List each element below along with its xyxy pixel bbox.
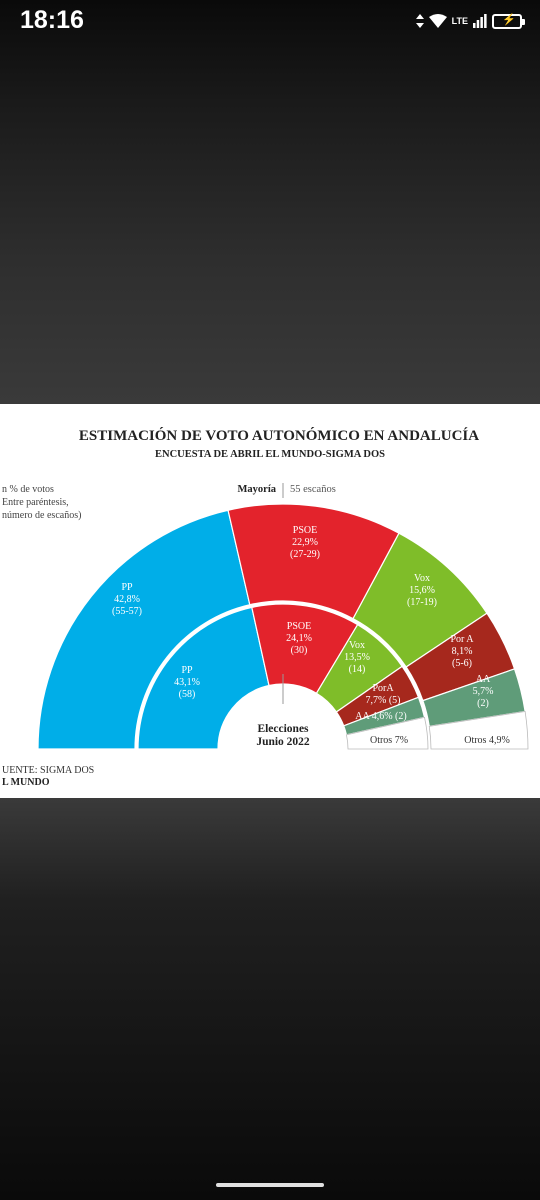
inner-vox-seats: (14) — [349, 664, 366, 675]
wifi-icon — [428, 14, 447, 28]
source-line: L MUNDO — [2, 777, 50, 788]
outer-vox-seats: (17-19) — [407, 597, 437, 608]
outer-psoe-name: PSOE — [293, 525, 317, 536]
units-note-line: Entre paréntesis, — [2, 497, 69, 508]
election-chart: ESTIMACIÓN DE VOTO AUTONÓMICO EN ANDALUC… — [2, 427, 529, 788]
inner-otros-label: Otros 7% — [370, 735, 408, 746]
chart-image: ESTIMACIÓN DE VOTO AUTONÓMICO EN ANDALUC… — [0, 404, 540, 798]
units-note-line: número de escaños) — [2, 510, 81, 521]
data-arrows-icon — [415, 14, 424, 28]
outer-pora-name: Por A — [450, 634, 474, 645]
center-label-line: Junio 2022 — [256, 736, 310, 748]
inner-aa-label: AA 4,6% (2) — [355, 711, 406, 722]
network-type: LTE — [451, 16, 468, 26]
inner-slice-pp — [137, 606, 270, 750]
source-line: UENTE: SIGMA DOS — [2, 765, 94, 776]
outer-aa-pct: 5,7% — [473, 686, 494, 697]
outer-pp-seats: (55-57) — [112, 606, 142, 617]
units-note-line: n % de votos — [2, 484, 54, 495]
outer-ring — [37, 503, 529, 750]
outer-pora-seats: (5-6) — [452, 658, 472, 669]
inner-vox-pct: 13,5% — [344, 652, 370, 663]
inner-pp-seats: (58) — [179, 689, 196, 700]
signal-icon — [473, 14, 487, 28]
inner-psoe-pct: 24,1% — [286, 633, 312, 644]
status-time: 18:16 — [20, 6, 84, 34]
inner-pp-pct: 43,1% — [174, 677, 200, 688]
inner-psoe-seats: (30) — [291, 645, 308, 656]
chart-title: ESTIMACIÓN DE VOTO AUTONÓMICO EN ANDALUC… — [79, 427, 479, 444]
inner-psoe-name: PSOE — [287, 621, 311, 632]
chart-subtitle: ENCUESTA DE ABRIL EL MUNDO-SIGMA DOS — [155, 449, 385, 460]
battery-charging-icon: ⚡ — [492, 13, 525, 29]
majority-value: 55 escaños — [290, 484, 336, 495]
outer-aa-seats: (2) — [477, 698, 489, 709]
outer-pp-name: PP — [121, 582, 133, 593]
status-icons: LTE ⚡ — [415, 10, 525, 32]
inner-vox-name: Vox — [349, 640, 365, 651]
center-label-line: Elecciones — [257, 723, 309, 735]
outer-vox-pct: 15,6% — [409, 585, 435, 596]
inner-pp-name: PP — [181, 665, 193, 676]
inner-ring — [137, 603, 429, 750]
outer-pp-pct: 42,8% — [114, 594, 140, 605]
inner-pora-name: PorA — [372, 683, 394, 694]
outer-psoe-seats: (27-29) — [290, 549, 320, 560]
outer-otros-label: Otros 4,9% — [464, 735, 510, 746]
majority-label: Mayoría — [238, 484, 277, 495]
outer-psoe-pct: 22,9% — [292, 537, 318, 548]
inner-pora-pct: 7,7% (5) — [366, 695, 401, 706]
home-indicator[interactable] — [216, 1183, 324, 1187]
outer-aa-name: AA — [476, 674, 491, 685]
status-bar: 18:16 LTE ⚡ — [0, 0, 540, 42]
outer-slice-otros — [428, 710, 529, 750]
inner-slice-otros — [345, 716, 429, 750]
outer-pora-pct: 8,1% — [452, 646, 473, 657]
outer-slice-pp — [37, 509, 251, 750]
outer-vox-name: Vox — [414, 573, 430, 584]
